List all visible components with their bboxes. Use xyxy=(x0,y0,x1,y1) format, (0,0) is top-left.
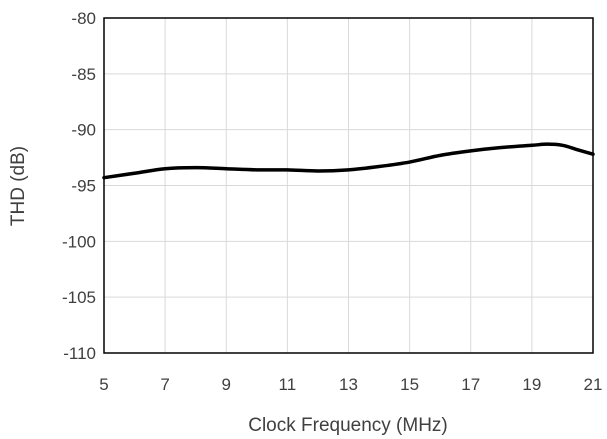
x-axis-title: Clock Frequency (MHz) xyxy=(248,415,448,436)
y-tick-label: -90 xyxy=(71,121,96,140)
x-tick-label: 19 xyxy=(522,375,541,394)
y-tick-label: -85 xyxy=(71,65,96,84)
plot-area xyxy=(103,17,594,354)
y-tick-label: -110 xyxy=(63,344,96,363)
y-tick-labels: -80 -85 -90 -95 -100 -105 -110 xyxy=(62,9,96,363)
x-tick-label: 9 xyxy=(222,375,231,394)
x-tick-labels: 5 7 9 11 13 15 17 19 21 xyxy=(99,375,602,394)
x-tick-label: 5 xyxy=(99,375,108,394)
series-layer xyxy=(102,142,595,180)
plot-border xyxy=(103,17,594,354)
x-tick-label: 21 xyxy=(584,375,603,394)
x-tick-label: 11 xyxy=(279,375,297,394)
y-axis-title: THD (dB) xyxy=(8,146,29,226)
y-tick-label: -105 xyxy=(62,288,96,307)
grid-lines xyxy=(103,17,594,354)
y-tick-label: -95 xyxy=(71,177,96,196)
y-tick-label: -80 xyxy=(71,9,96,28)
x-tick-label: 17 xyxy=(461,375,480,394)
x-tick-label: 13 xyxy=(339,375,358,394)
x-tick-label: 15 xyxy=(400,375,419,394)
x-tick-label: 7 xyxy=(160,375,169,394)
thd-series-line xyxy=(102,142,595,180)
y-tick-label: -100 xyxy=(62,232,96,251)
